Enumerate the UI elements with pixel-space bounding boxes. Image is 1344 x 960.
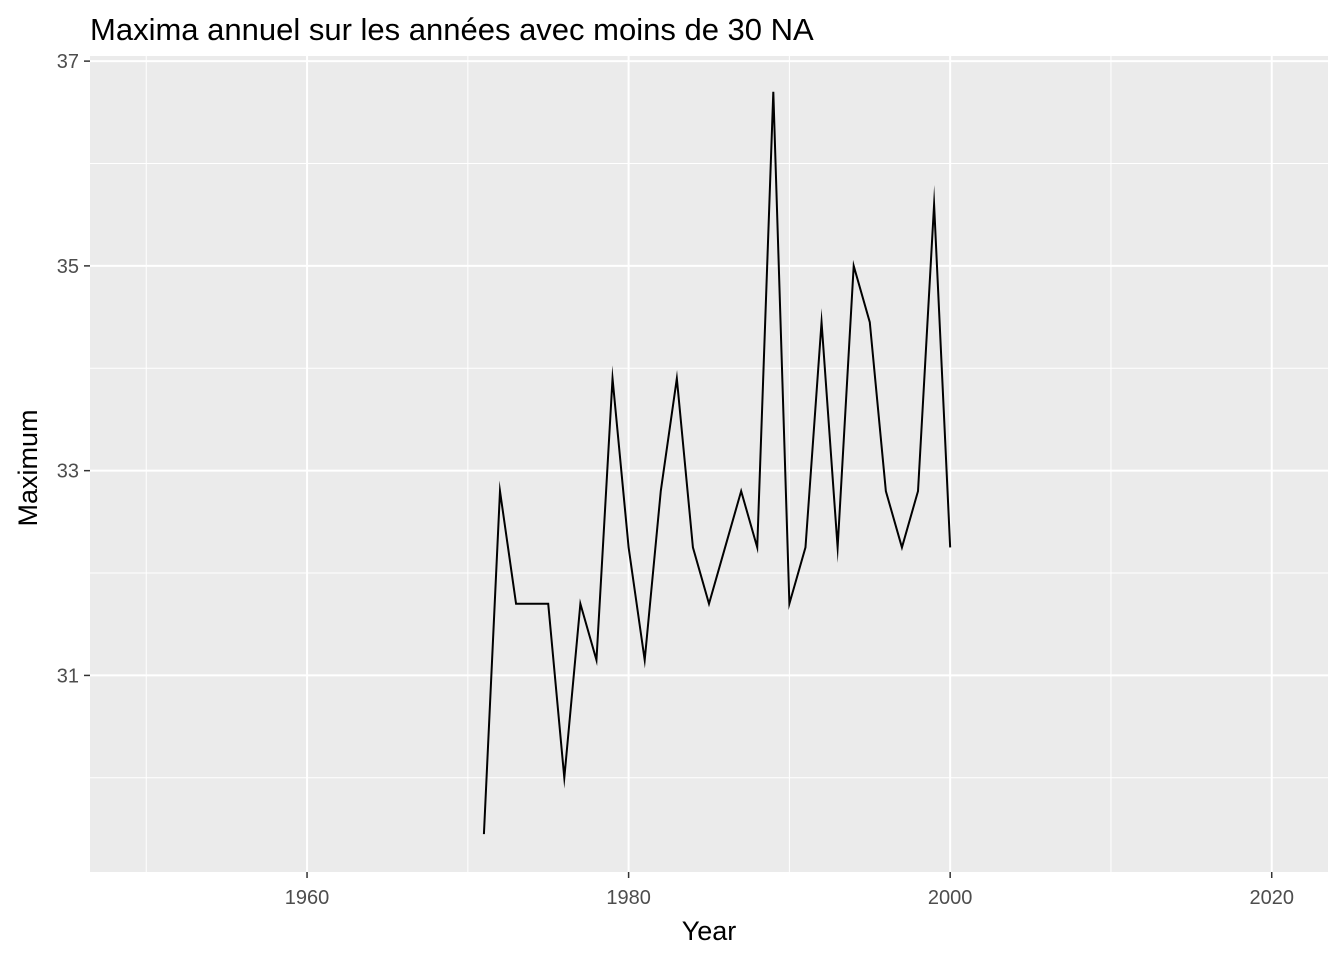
- y-axis: 31 33 35 37: [57, 51, 90, 687]
- minor-gridlines: [90, 56, 1328, 872]
- x-tick-label-2020: 2020: [1249, 887, 1294, 909]
- y-tick-label-31: 31: [57, 665, 79, 687]
- plot-panel: [90, 56, 1328, 872]
- x-tick-label-1960: 1960: [285, 887, 330, 909]
- y-tick-label-35: 35: [57, 256, 79, 278]
- x-tick-label-1980: 1980: [606, 887, 651, 909]
- x-axis-title: Year: [682, 916, 737, 946]
- series-layer: [482, 91, 952, 835]
- x-axis: 1960 1980 2000 2020: [285, 872, 1294, 909]
- y-axis-title: Maximum: [13, 409, 43, 526]
- chart-title: Maxima annuel sur les années avec moins …: [90, 12, 814, 47]
- y-tick-label-37: 37: [57, 51, 79, 73]
- y-tick-label-33: 33: [57, 461, 79, 483]
- major-gridlines: [90, 56, 1328, 872]
- series-line-0: [482, 91, 952, 835]
- x-tick-label-2000: 2000: [928, 887, 973, 909]
